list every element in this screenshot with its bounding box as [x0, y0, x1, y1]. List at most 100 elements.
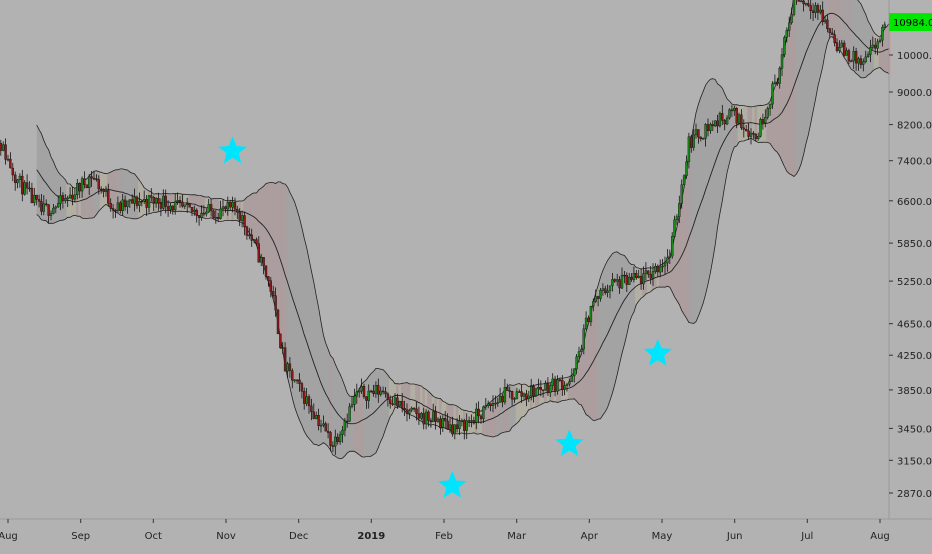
price-axis[interactable]: 10000.0 9000.0 8200.0 7400.0 6600.0 5850.0 525… — [889, 51, 932, 500]
last-price-text: 10984.0 — [893, 18, 932, 29]
candle — [883, 21, 886, 29]
candle — [219, 200, 222, 220]
candle — [599, 288, 602, 302]
candle — [61, 192, 65, 209]
candle — [864, 50, 867, 64]
candle — [694, 123, 698, 139]
candle — [479, 414, 483, 424]
candle — [491, 395, 495, 413]
candle — [87, 174, 91, 195]
candle — [322, 415, 325, 428]
candle — [814, 2, 817, 19]
candle — [240, 210, 244, 228]
candle — [730, 105, 734, 117]
candle — [854, 47, 858, 71]
candle — [620, 267, 624, 289]
candle — [616, 273, 619, 287]
candle — [596, 295, 600, 307]
candle — [150, 188, 153, 202]
candle — [728, 108, 731, 120]
candle — [862, 58, 865, 72]
candle — [506, 383, 509, 391]
candle — [25, 174, 29, 195]
candle — [205, 208, 208, 217]
candle — [403, 400, 406, 416]
candle — [804, 2, 808, 7]
candle — [446, 413, 449, 430]
candle — [539, 380, 542, 397]
candle — [393, 393, 397, 407]
candle — [319, 419, 323, 433]
candle — [348, 403, 351, 422]
candle — [381, 386, 385, 395]
candle — [116, 196, 120, 213]
candle — [422, 407, 425, 430]
candle — [92, 171, 96, 181]
band-fill — [36, 0, 890, 459]
candle — [4, 138, 7, 165]
candle — [702, 137, 705, 140]
candle — [408, 408, 411, 420]
candle — [202, 205, 206, 217]
candle — [678, 195, 681, 223]
candle — [714, 120, 717, 128]
candle — [176, 192, 179, 205]
candle — [427, 410, 430, 427]
candle — [281, 341, 284, 355]
candle — [417, 406, 421, 425]
candle — [214, 210, 218, 224]
candle — [66, 195, 69, 207]
time-axis[interactable]: Aug Sep Oct Nov Dec 2019 Feb Mar Apr May Jun Jul Aug — [0, 519, 890, 542]
candle — [668, 249, 671, 264]
candle — [23, 180, 26, 196]
candle — [472, 416, 476, 425]
candle — [628, 272, 631, 285]
candle — [477, 401, 480, 424]
candle — [197, 215, 201, 226]
candle — [396, 393, 399, 409]
candle — [126, 200, 129, 214]
candle — [73, 187, 77, 203]
candle — [618, 276, 621, 294]
candle — [608, 285, 612, 299]
candle — [797, 0, 800, 2]
candle — [212, 209, 215, 219]
candle — [28, 181, 31, 192]
candle — [119, 200, 122, 214]
candle — [460, 418, 464, 427]
candle — [453, 424, 456, 440]
candle — [515, 387, 519, 400]
candle — [809, 0, 812, 20]
candle — [331, 441, 335, 452]
price-tick-label: 6600.0 — [897, 197, 932, 208]
candle — [47, 204, 50, 223]
candle — [312, 403, 315, 420]
candle — [819, 5, 822, 15]
candle — [489, 403, 492, 412]
candle — [752, 131, 755, 139]
candle — [147, 195, 151, 213]
candle — [207, 199, 210, 214]
candle — [169, 203, 172, 214]
candle — [140, 199, 144, 207]
price-tick-label: 2870.0 — [897, 489, 932, 500]
time-tick-label: Aug — [0, 531, 18, 542]
candle — [465, 413, 468, 439]
candle — [57, 195, 60, 208]
candle — [300, 381, 304, 399]
candle — [54, 205, 57, 214]
candle — [644, 262, 648, 281]
candle — [40, 194, 43, 216]
candle — [718, 111, 722, 128]
candle — [355, 383, 358, 404]
candle — [444, 411, 447, 429]
candle — [546, 377, 550, 396]
candle — [780, 47, 784, 77]
candle — [685, 155, 688, 179]
candle — [754, 133, 757, 142]
candle — [508, 386, 511, 399]
candle — [687, 132, 691, 169]
candle — [133, 188, 136, 212]
candle — [401, 393, 404, 413]
